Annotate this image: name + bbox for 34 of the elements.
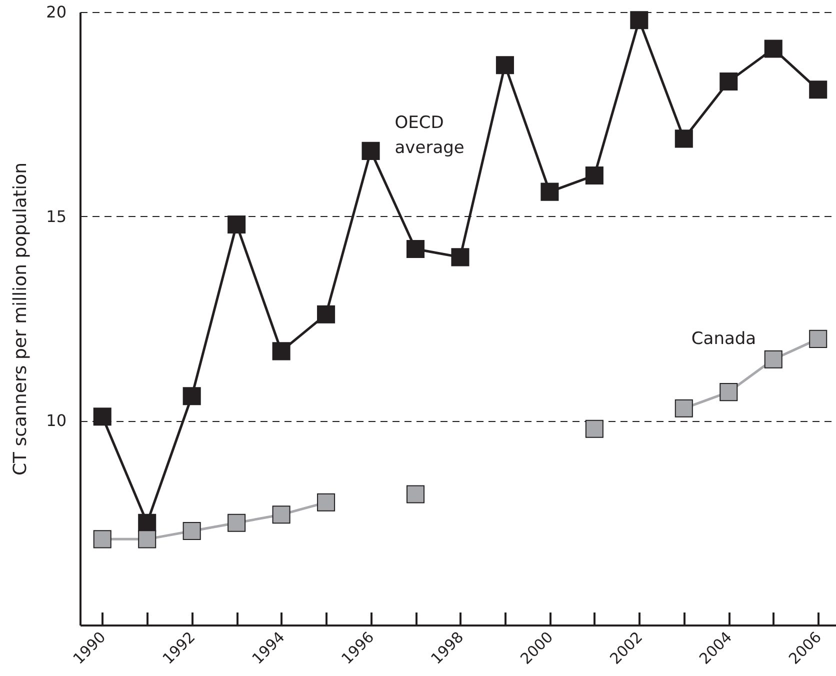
point	[182, 522, 201, 540]
point	[451, 248, 470, 266]
point	[764, 350, 782, 368]
point	[674, 130, 693, 148]
y-axis-title: CT scanners per million population	[10, 162, 32, 476]
series-label: Canada	[691, 328, 756, 349]
point	[362, 142, 380, 160]
point	[228, 215, 246, 234]
point	[272, 506, 290, 524]
point	[720, 383, 738, 402]
point	[764, 40, 782, 58]
point	[720, 72, 738, 90]
point	[496, 56, 514, 74]
y-tick-label: 10	[46, 411, 66, 430]
point	[406, 485, 425, 504]
point	[317, 493, 336, 512]
point	[630, 11, 648, 30]
point	[228, 514, 246, 532]
point	[809, 80, 828, 99]
y-tick-label: 15	[46, 206, 66, 226]
point	[406, 240, 425, 258]
series-label: OECD average	[394, 112, 464, 158]
point	[317, 305, 336, 324]
point	[585, 420, 604, 438]
point	[540, 182, 559, 201]
point	[138, 530, 156, 548]
point	[182, 387, 201, 406]
y-tick-label: 20	[46, 2, 66, 22]
point	[93, 408, 112, 426]
point	[674, 399, 693, 418]
point	[585, 166, 604, 184]
point	[809, 330, 828, 348]
point	[93, 530, 112, 548]
point	[272, 342, 290, 360]
